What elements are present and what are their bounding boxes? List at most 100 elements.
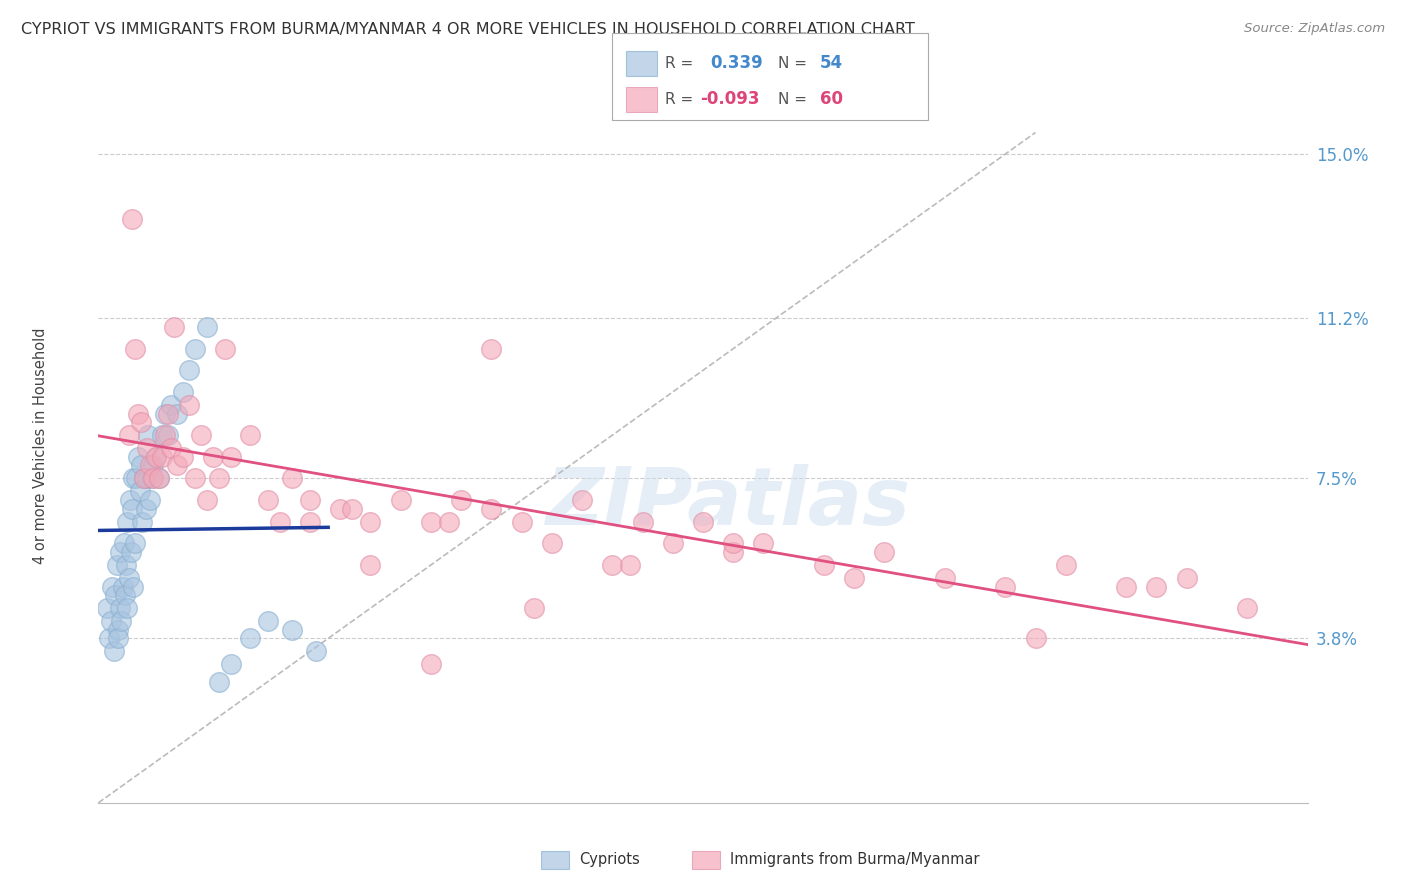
Point: [121, 501, 143, 516]
Point: [96, 601, 118, 615]
Point: [221, 657, 243, 672]
Point: [98, 632, 121, 646]
Point: [619, 558, 641, 572]
Point: [136, 428, 159, 442]
Point: [172, 450, 194, 464]
Point: [142, 471, 165, 485]
Text: Immigrants from Burma/Myanmar: Immigrants from Burma/Myanmar: [730, 853, 979, 867]
Point: [150, 428, 173, 442]
Point: [269, 515, 291, 529]
Text: 60: 60: [820, 90, 842, 108]
Point: [305, 644, 328, 658]
Point: [184, 471, 207, 485]
Point: [127, 450, 149, 464]
Point: [107, 623, 129, 637]
Point: [1146, 580, 1168, 594]
Point: [631, 515, 654, 529]
Point: [105, 558, 128, 572]
Point: [179, 363, 201, 377]
Point: [135, 501, 157, 516]
Point: [239, 428, 262, 442]
Point: [214, 342, 236, 356]
Point: [281, 471, 304, 485]
Point: [139, 458, 162, 473]
Point: [281, 623, 304, 637]
Point: [135, 441, 157, 455]
Point: [121, 211, 143, 226]
Point: [118, 428, 141, 442]
Text: -0.093: -0.093: [700, 90, 759, 108]
Point: [360, 558, 382, 572]
Point: [131, 515, 153, 529]
Point: [752, 536, 775, 550]
Point: [299, 515, 322, 529]
Point: [661, 536, 683, 550]
Point: [150, 450, 173, 464]
Point: [195, 320, 218, 334]
Point: [420, 515, 443, 529]
Point: [1236, 601, 1258, 615]
Point: [148, 471, 170, 485]
Point: [723, 536, 745, 550]
Point: [114, 588, 136, 602]
Point: [208, 674, 231, 689]
Point: [108, 601, 131, 615]
Point: [1115, 580, 1137, 594]
Point: [156, 407, 179, 421]
Point: [104, 588, 127, 602]
Point: [389, 493, 412, 508]
Point: [115, 515, 138, 529]
Point: [163, 320, 186, 334]
Point: [132, 471, 155, 485]
Point: [481, 342, 503, 356]
Point: [934, 571, 956, 585]
Point: [132, 471, 155, 485]
Point: [112, 536, 135, 550]
Point: [148, 471, 170, 485]
Point: [994, 580, 1017, 594]
Point: [108, 545, 131, 559]
Point: [107, 632, 129, 646]
Text: CYPRIOT VS IMMIGRANTS FROM BURMA/MYANMAR 4 OR MORE VEHICLES IN HOUSEHOLD CORRELA: CYPRIOT VS IMMIGRANTS FROM BURMA/MYANMAR…: [21, 22, 915, 37]
Point: [110, 614, 132, 628]
Text: Source: ZipAtlas.com: Source: ZipAtlas.com: [1244, 22, 1385, 36]
Point: [156, 428, 179, 442]
Point: [118, 571, 141, 585]
Text: 0.339: 0.339: [710, 54, 763, 72]
Point: [129, 458, 152, 473]
Point: [141, 471, 163, 485]
Point: [195, 493, 218, 508]
Point: [813, 558, 835, 572]
Point: [166, 458, 188, 473]
Point: [1054, 558, 1077, 572]
Point: [481, 501, 503, 516]
Point: [135, 471, 157, 485]
Point: [873, 545, 896, 559]
Point: [450, 493, 472, 508]
Point: [1175, 571, 1198, 585]
Point: [120, 545, 142, 559]
Point: [128, 484, 150, 499]
Point: [1024, 632, 1046, 646]
Point: [692, 515, 714, 529]
Text: 54: 54: [820, 54, 842, 72]
Point: [153, 407, 176, 421]
Point: [103, 644, 125, 658]
Text: R =: R =: [665, 56, 693, 70]
Point: [420, 657, 443, 672]
Point: [723, 545, 745, 559]
Point: [145, 450, 167, 464]
Point: [299, 493, 322, 508]
Point: [342, 501, 364, 516]
Point: [540, 536, 562, 550]
Point: [208, 471, 231, 485]
Point: [510, 515, 533, 529]
Text: Cypriots: Cypriots: [579, 853, 640, 867]
Text: N =: N =: [778, 92, 807, 106]
Point: [602, 558, 624, 572]
Text: ZIPatlas: ZIPatlas: [544, 464, 910, 542]
Text: N =: N =: [778, 56, 807, 70]
Point: [571, 493, 593, 508]
Point: [202, 450, 225, 464]
Point: [122, 580, 145, 594]
